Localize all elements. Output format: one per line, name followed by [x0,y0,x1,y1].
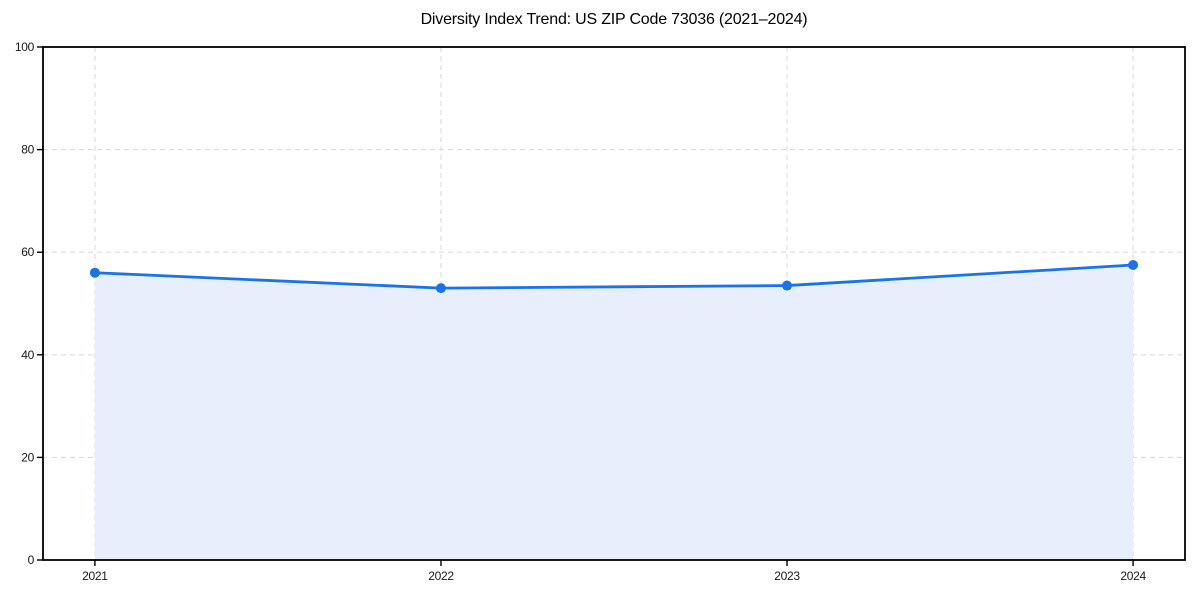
data-point [1128,260,1139,271]
y-tick-label: 20 [21,450,34,464]
x-tick-label: 2021 [82,569,108,583]
x-tick-label: 2022 [428,569,454,583]
chart-title: Diversity Index Trend: US ZIP Code 73036… [420,11,808,28]
data-point [782,280,793,291]
y-tick-label: 80 [21,143,34,157]
y-tick-label: 100 [15,40,35,54]
x-tick-label: 2024 [1120,569,1146,583]
y-tick-label: 60 [21,245,34,259]
trend-line [93,263,1135,290]
y-tick-label: 40 [21,348,34,362]
area-fill [94,265,1134,560]
data-point [89,267,100,278]
x-tick-label: 2023 [774,569,800,583]
y-tick-label: 0 [28,553,35,567]
data-point [435,283,446,294]
plot-border [42,46,1186,561]
